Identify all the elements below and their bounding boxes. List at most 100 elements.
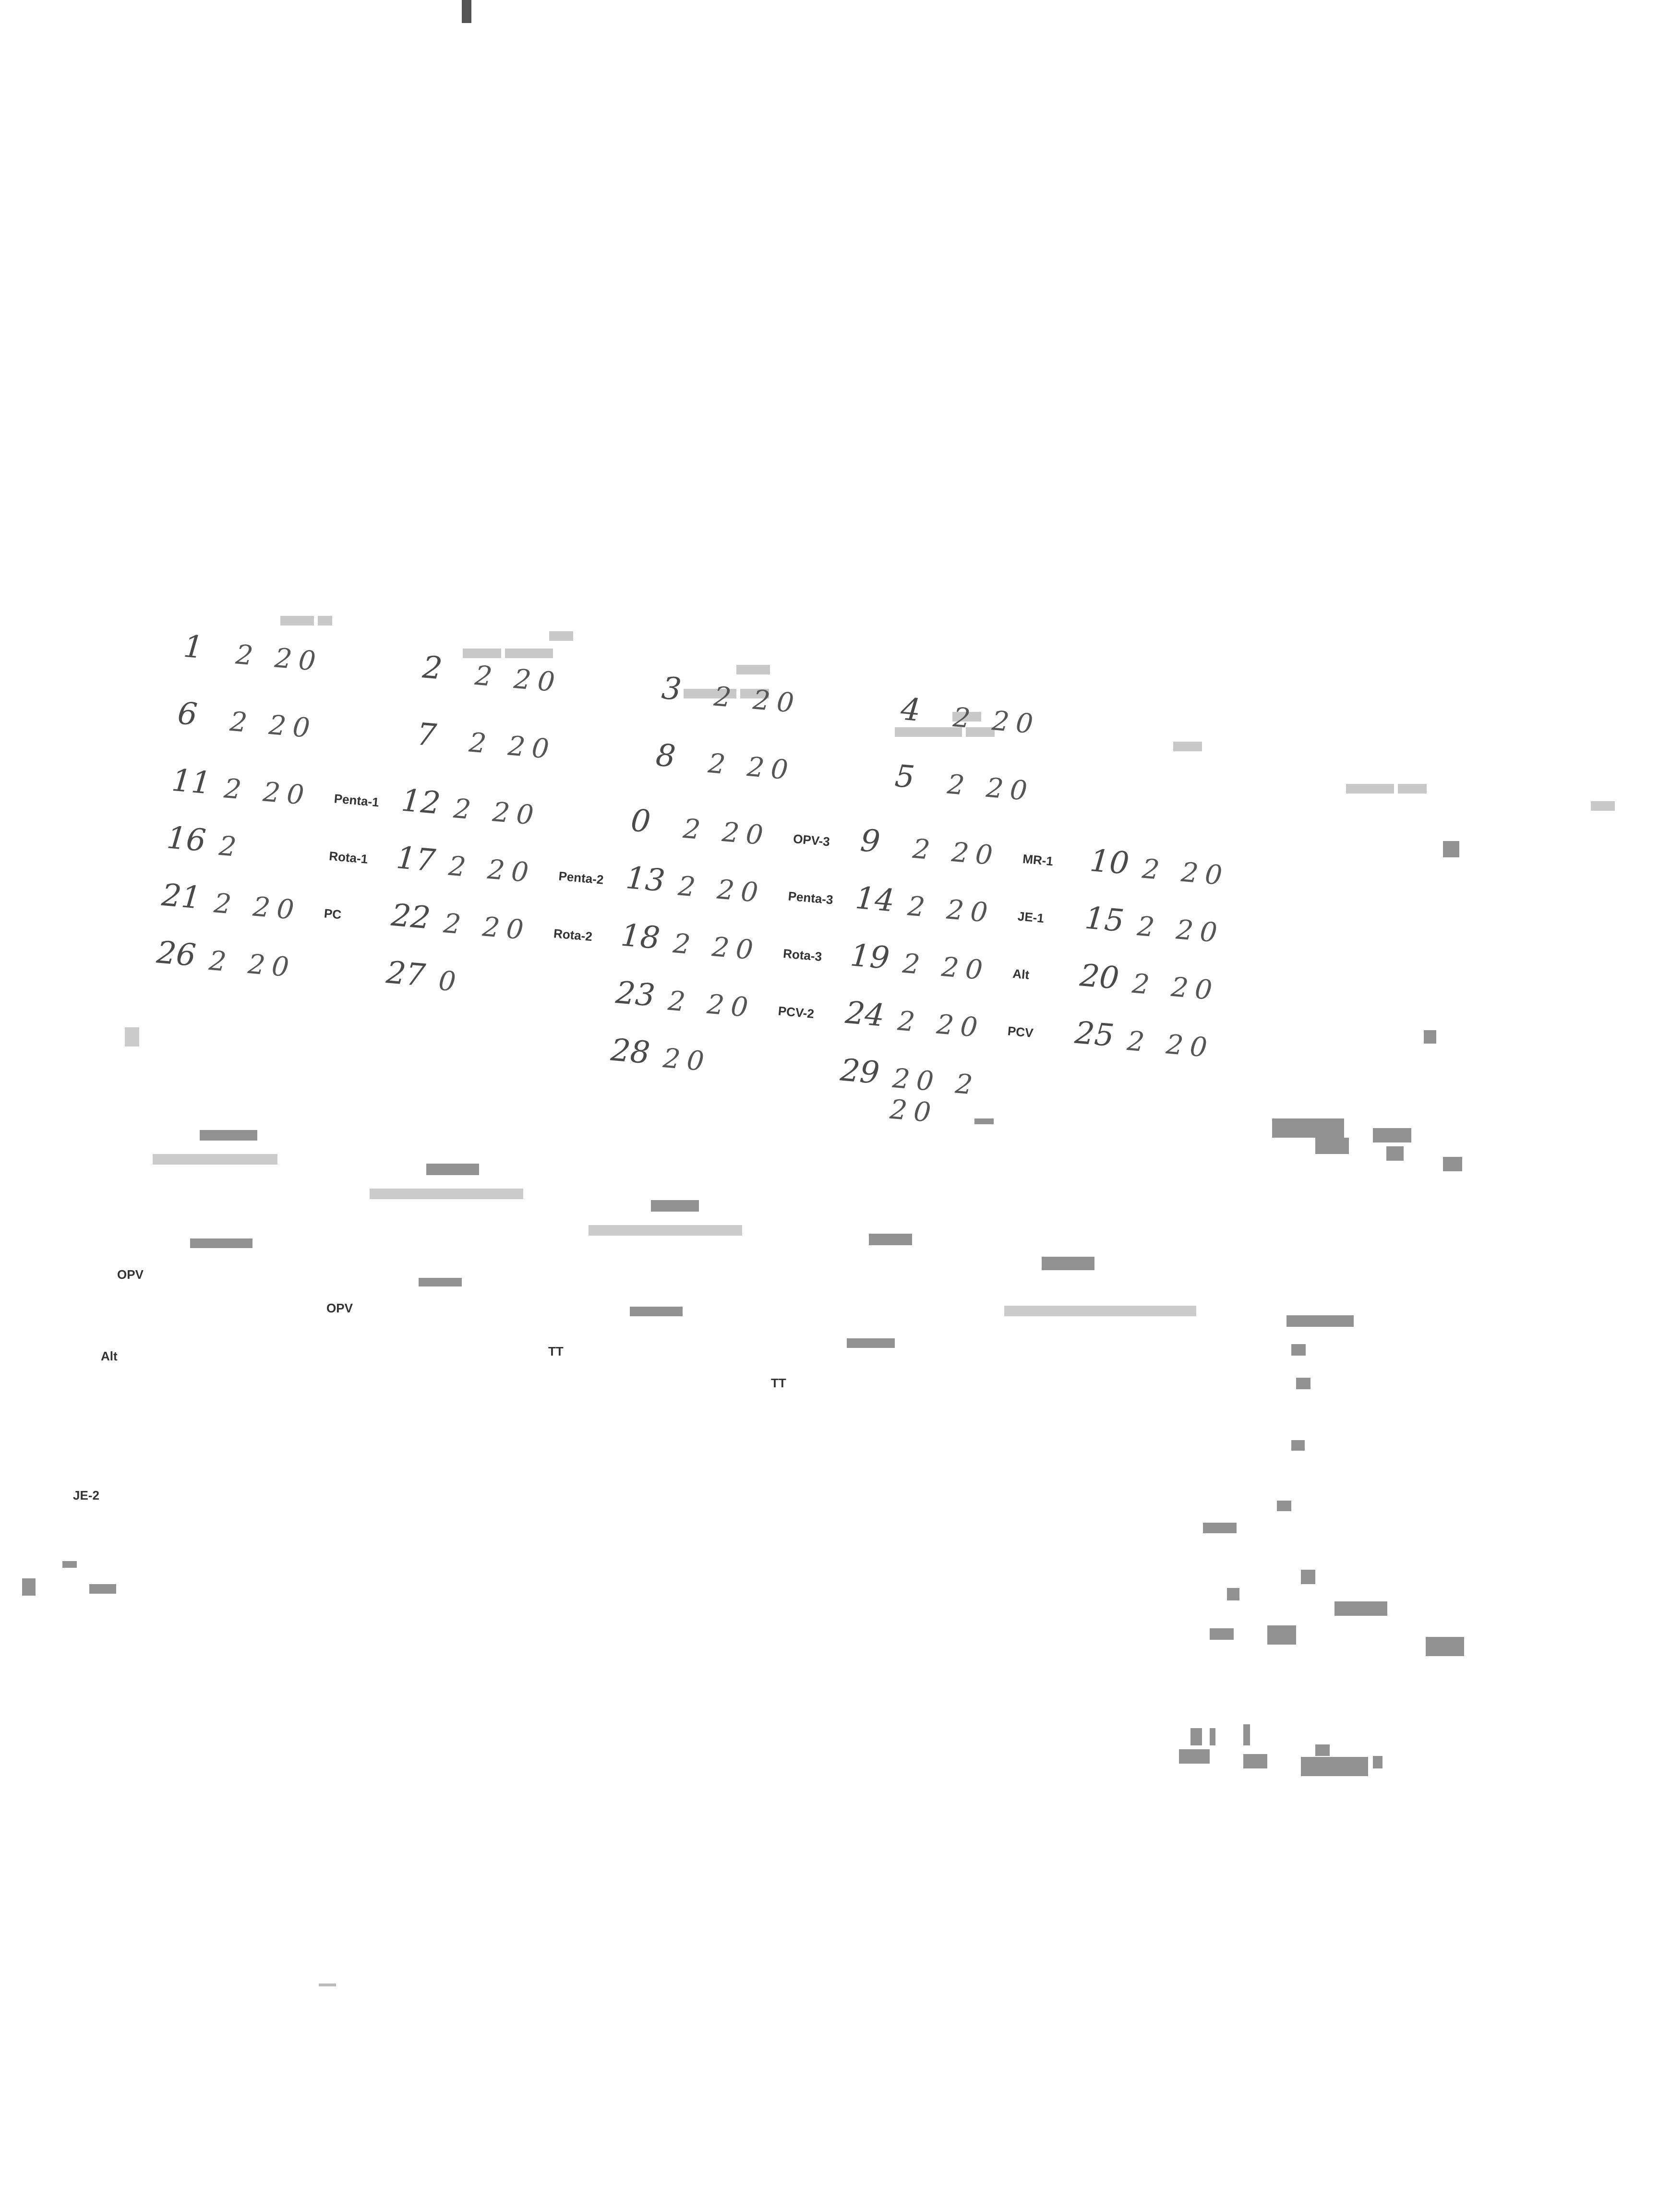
day-number: 29 [839, 1052, 881, 1092]
lower-fragment: Alt [101, 1349, 118, 1363]
ink-smudge [1243, 1754, 1267, 1768]
day-number: 24 [843, 995, 886, 1034]
ink-smudge [1179, 1749, 1210, 1764]
day-year: 2 20 [473, 660, 563, 699]
header-smudge-6 [734, 662, 772, 676]
ink-smudge [1267, 1625, 1296, 1645]
ink-smudge [1301, 1757, 1368, 1776]
day-year: 2 20 [667, 985, 756, 1024]
header-smudge-10 [1589, 799, 1617, 812]
ink-smudge [1190, 1728, 1202, 1745]
day-number: 14 [854, 880, 896, 919]
ink-smudge [589, 1225, 742, 1236]
lower-fragment: JE-2 [73, 1488, 99, 1503]
vaccine-code: Alt [1012, 966, 1030, 982]
day-year: 2 20 [672, 928, 761, 967]
day-number: 7 [415, 716, 438, 754]
lower-fragment: OPV [117, 1267, 144, 1282]
ink-smudge [1386, 1146, 1404, 1161]
ink-smudge [1443, 1157, 1462, 1171]
ink-smudge [1203, 1523, 1237, 1533]
day-year: 2 20 [234, 639, 324, 678]
ink-smudge [1210, 1728, 1215, 1745]
calendar-cell: 2 2 20 [420, 645, 611, 719]
day-year: 2 [217, 830, 244, 864]
day-year: 2 20 [896, 1005, 986, 1044]
day-year: 2 20 [911, 833, 1001, 872]
vaccine-code: PC [323, 906, 342, 922]
header-smudge-3 [461, 646, 555, 660]
day-year: 2 20 [228, 706, 318, 745]
day-number: 13 [624, 860, 667, 899]
ink-smudge [62, 1561, 77, 1568]
ink-smudge [1004, 1306, 1196, 1316]
top-edge-mark [462, 0, 471, 23]
header-smudge-4 [682, 686, 771, 700]
ink-smudge [200, 1130, 257, 1141]
calendar-grid: 1 2 20 2 2 20 3 2 20 4 2 20 6 2 20 7 [141, 605, 1335, 1231]
header-smudge-7 [950, 709, 983, 723]
ink-smudge [1272, 1118, 1344, 1138]
ink-smudge [153, 1154, 277, 1165]
header-smudge-5 [893, 725, 997, 738]
ink-smudge [370, 1189, 523, 1199]
lower-fragment: TT [771, 1376, 786, 1390]
ink-smudge [1227, 1588, 1239, 1600]
day-year: 20 2 20 [889, 1062, 981, 1130]
day-number: 1 [182, 628, 205, 666]
ink-smudge [630, 1307, 683, 1316]
day-year: 2 20 [207, 945, 297, 984]
ink-smudge [1334, 1601, 1387, 1616]
ink-smudge [22, 1578, 36, 1596]
calendar-cell: 5 2 20 [892, 754, 1083, 828]
day-number: 4 [899, 691, 922, 729]
header-smudge-2 [547, 629, 575, 642]
ink-smudge [974, 1118, 994, 1124]
day-number: 6 [176, 696, 199, 733]
day-year: 2 20 [1141, 853, 1230, 892]
day-year: 2 20 [1130, 968, 1220, 1007]
day-number: 21 [160, 877, 203, 916]
ink-smudge [1426, 1637, 1464, 1656]
ink-smudge [1243, 1724, 1250, 1745]
day-year: 2 20 [447, 850, 537, 890]
day-year: 2 20 [682, 813, 771, 852]
ink-smudge [89, 1584, 116, 1594]
header-smudge-9 [1344, 781, 1429, 795]
ink-smudge [1373, 1128, 1411, 1142]
day-year: 2 20 [901, 948, 991, 987]
calendar-cell: 7 2 20 [414, 712, 605, 786]
day-year: 2 20 [1136, 911, 1226, 950]
day-number: 11 [170, 762, 213, 802]
ink-smudge [419, 1278, 462, 1286]
day-year: 2 20 [951, 702, 1041, 741]
day-year: 2 20 [223, 773, 312, 812]
ink-smudge [190, 1238, 252, 1248]
day-year: 2 20 [452, 793, 541, 832]
ink-smudge [426, 1164, 479, 1175]
lower-fragment: OPV [326, 1301, 353, 1315]
lower-fragment: TT [548, 1344, 564, 1358]
header-smudge-8 [1171, 739, 1204, 753]
ink-smudge [1315, 1138, 1349, 1154]
ink-smudge [1424, 1030, 1436, 1044]
vaccine-code: MR-1 [1022, 851, 1054, 869]
day-year: 2 20 [712, 681, 802, 720]
day-number: 2 [421, 649, 444, 687]
day-year: 2 20 [213, 888, 302, 926]
ink-smudge [125, 1027, 139, 1046]
day-number: 17 [395, 840, 437, 879]
day-number: 5 [893, 758, 916, 796]
day-number: 9 [859, 823, 882, 860]
vaccine-code: JE-1 [1017, 909, 1045, 926]
ink-smudge [1315, 1744, 1330, 1756]
vaccine-code: PCV [1007, 1023, 1034, 1040]
day-number: 0 [629, 803, 652, 840]
day-number: 23 [614, 975, 657, 1014]
ink-smudge [1277, 1501, 1291, 1511]
vaccine-code: OPV-3 [793, 831, 830, 849]
day-year: 2 20 [676, 870, 766, 909]
header-smudge-1 [278, 613, 334, 627]
day-number: 10 [1088, 843, 1131, 882]
